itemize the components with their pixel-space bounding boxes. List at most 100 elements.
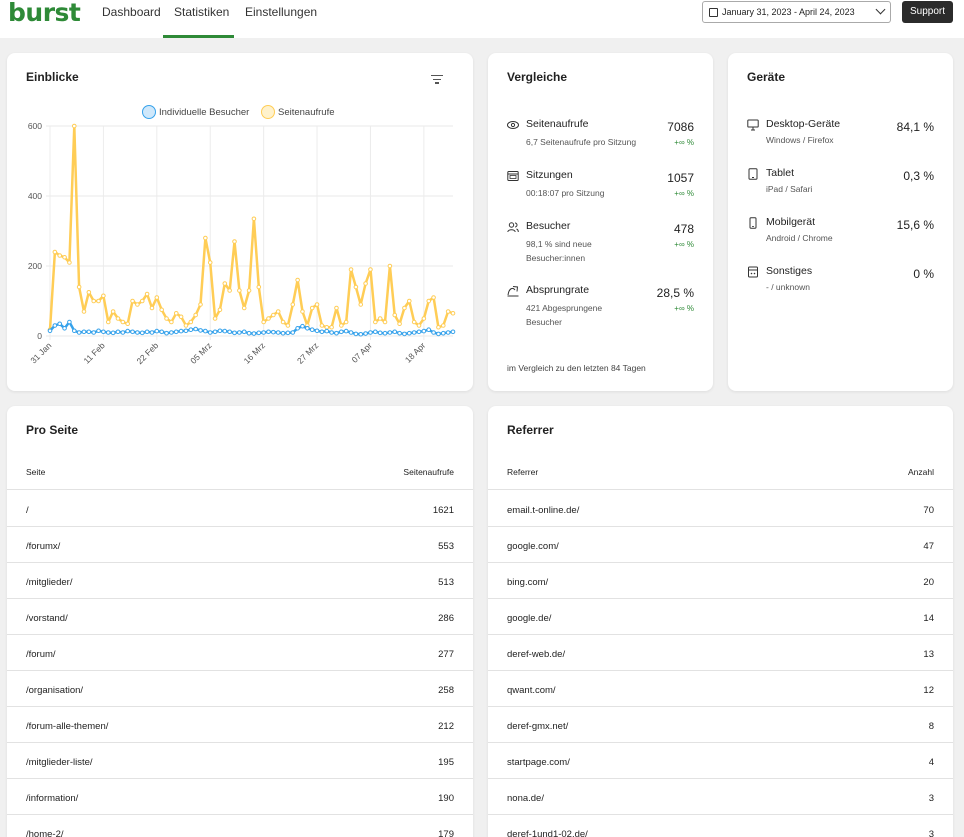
table-row[interactable]: /home-2/179: [7, 815, 473, 837]
data-point: [261, 330, 266, 335]
data-point: [261, 319, 266, 325]
table-row[interactable]: startpage.com/4: [488, 743, 953, 779]
data-point: [285, 330, 291, 336]
data-point: [71, 123, 77, 129]
data-point: [130, 329, 135, 335]
data-point: [392, 312, 398, 318]
table-row[interactable]: google.de/14: [488, 599, 953, 635]
table-cell-label: /forumx/: [26, 541, 61, 552]
comparison-value: 478: [673, 222, 694, 236]
table-cell-label: google.de/: [507, 613, 552, 624]
x-tick-label: 16 Mrz: [242, 340, 267, 365]
table-row[interactable]: bing.com/20: [488, 563, 953, 599]
table-cell-count: 12: [923, 685, 934, 696]
data-point: [275, 330, 281, 335]
data-point: [416, 323, 422, 328]
table-row[interactable]: google.com/47: [488, 527, 953, 563]
device-desktop: Desktop-Geräte Windows / Firefox 84,1 %: [728, 118, 953, 154]
y-tick-label: 400: [28, 191, 42, 201]
data-point: [110, 330, 116, 336]
data-point: [193, 312, 198, 318]
table-row[interactable]: /organisation/258: [7, 671, 473, 707]
tab-einstellungen[interactable]: Einstellungen: [245, 5, 318, 19]
support-button[interactable]: Support: [902, 1, 953, 23]
column-header-page[interactable]: Seite: [26, 467, 46, 477]
data-point: [173, 310, 179, 316]
data-point: [358, 302, 364, 307]
data-point: [440, 323, 446, 328]
table-row[interactable]: /forum/277: [7, 635, 473, 671]
table-row[interactable]: /mitglieder/513: [7, 563, 473, 599]
tab-statistiken[interactable]: Statistiken: [163, 5, 234, 38]
data-point: [295, 326, 300, 331]
x-tick-label: 11 Feb: [81, 340, 107, 366]
table-row[interactable]: deref-web.de/13: [488, 635, 953, 671]
referrers-title: Referrer: [507, 423, 554, 437]
window-icon: [507, 171, 519, 181]
data-point: [324, 324, 330, 330]
legend-label-visitors: Individuelle Besucher: [159, 106, 250, 118]
table-row[interactable]: qwant.com/12: [488, 671, 953, 707]
device-tablet: Tablet iPad / Safari 0,3 %: [728, 167, 953, 203]
data-point: [324, 328, 330, 334]
data-point: [421, 316, 427, 321]
column-header-referrer[interactable]: Referrer: [507, 467, 539, 477]
table-cell-label: /forum-alle-themen/: [26, 721, 109, 732]
data-point: [416, 329, 422, 335]
data-point: [159, 329, 164, 335]
table-row[interactable]: deref-1und1-02.de/3: [488, 815, 953, 837]
table-row[interactable]: /forumx/553: [7, 527, 473, 563]
data-point: [71, 328, 77, 334]
data-point: [47, 328, 53, 334]
data-point: [164, 316, 169, 321]
legend-pageviews[interactable]: Seitenaufrufe: [261, 105, 335, 119]
table-row[interactable]: / 1621: [7, 491, 473, 527]
table-row[interactable]: deref-gmx.net/8: [488, 707, 953, 743]
data-point: [407, 298, 412, 304]
table-cell-count: 553: [438, 541, 454, 552]
data-point: [198, 328, 203, 333]
data-point: [280, 319, 286, 325]
burst-logo[interactable]: burst: [8, 0, 81, 27]
comparison-delta: +∞ %: [674, 138, 694, 147]
x-tick-label: 31 Jan: [28, 340, 53, 365]
calendar-icon: [709, 7, 718, 17]
legend-visitors[interactable]: Individuelle Besucher: [142, 105, 249, 119]
data-point: [353, 331, 359, 337]
table-row[interactable]: email.t-online.de/70: [488, 491, 953, 527]
data-point: [426, 327, 432, 333]
tab-dashboard[interactable]: Dashboard: [102, 5, 161, 19]
data-point: [300, 309, 305, 314]
data-point: [290, 302, 296, 307]
comparisons-title: Vergleiche: [507, 70, 568, 84]
comparison-visitors: Besucher 98,1 % sind neue Besucher:innen…: [488, 220, 713, 270]
data-point: [314, 328, 320, 334]
x-tick-label: 22 Feb: [134, 340, 160, 366]
data-point: [222, 328, 228, 334]
table-cell-count: 3: [928, 793, 934, 804]
data-point: [222, 281, 228, 286]
referrers-card: Referrer Referrer Anzahl email.t-online.…: [488, 406, 953, 837]
data-point: [203, 235, 208, 241]
table-row[interactable]: /mitglieder-liste/195: [7, 743, 473, 779]
table-row[interactable]: /vorstand/286: [7, 599, 473, 635]
date-range-picker[interactable]: January 31, 2023 - April 24, 2023: [702, 1, 891, 23]
table-row[interactable]: /forum-alle-themen/212: [7, 707, 473, 743]
table-row[interactable]: nona.de/3: [488, 779, 953, 815]
data-point: [358, 331, 364, 337]
data-point: [139, 330, 145, 336]
data-point: [353, 284, 359, 290]
table-row[interactable]: /information/190: [7, 779, 473, 815]
data-point: [402, 331, 407, 337]
filter-icon[interactable]: [431, 75, 443, 85]
data-point: [348, 267, 354, 272]
comparison-label: Seitenaufrufe: [526, 118, 589, 130]
insights-line-chart: 0 200 400 600 31 Jan 11 Feb 22 Feb 05 Mrz 16 Mrz…: [28, 121, 456, 366]
table-cell-label: /mitglieder-liste/: [26, 757, 93, 768]
comparison-bounce-rate: Absprungrate 421 Abgesprungene Besucher …: [488, 284, 713, 334]
data-point: [319, 329, 325, 335]
data-point: [110, 309, 116, 314]
column-header-count[interactable]: Anzahl: [908, 467, 934, 477]
column-header-pageviews[interactable]: Seitenaufrufe: [403, 467, 454, 477]
data-point: [363, 331, 368, 336]
